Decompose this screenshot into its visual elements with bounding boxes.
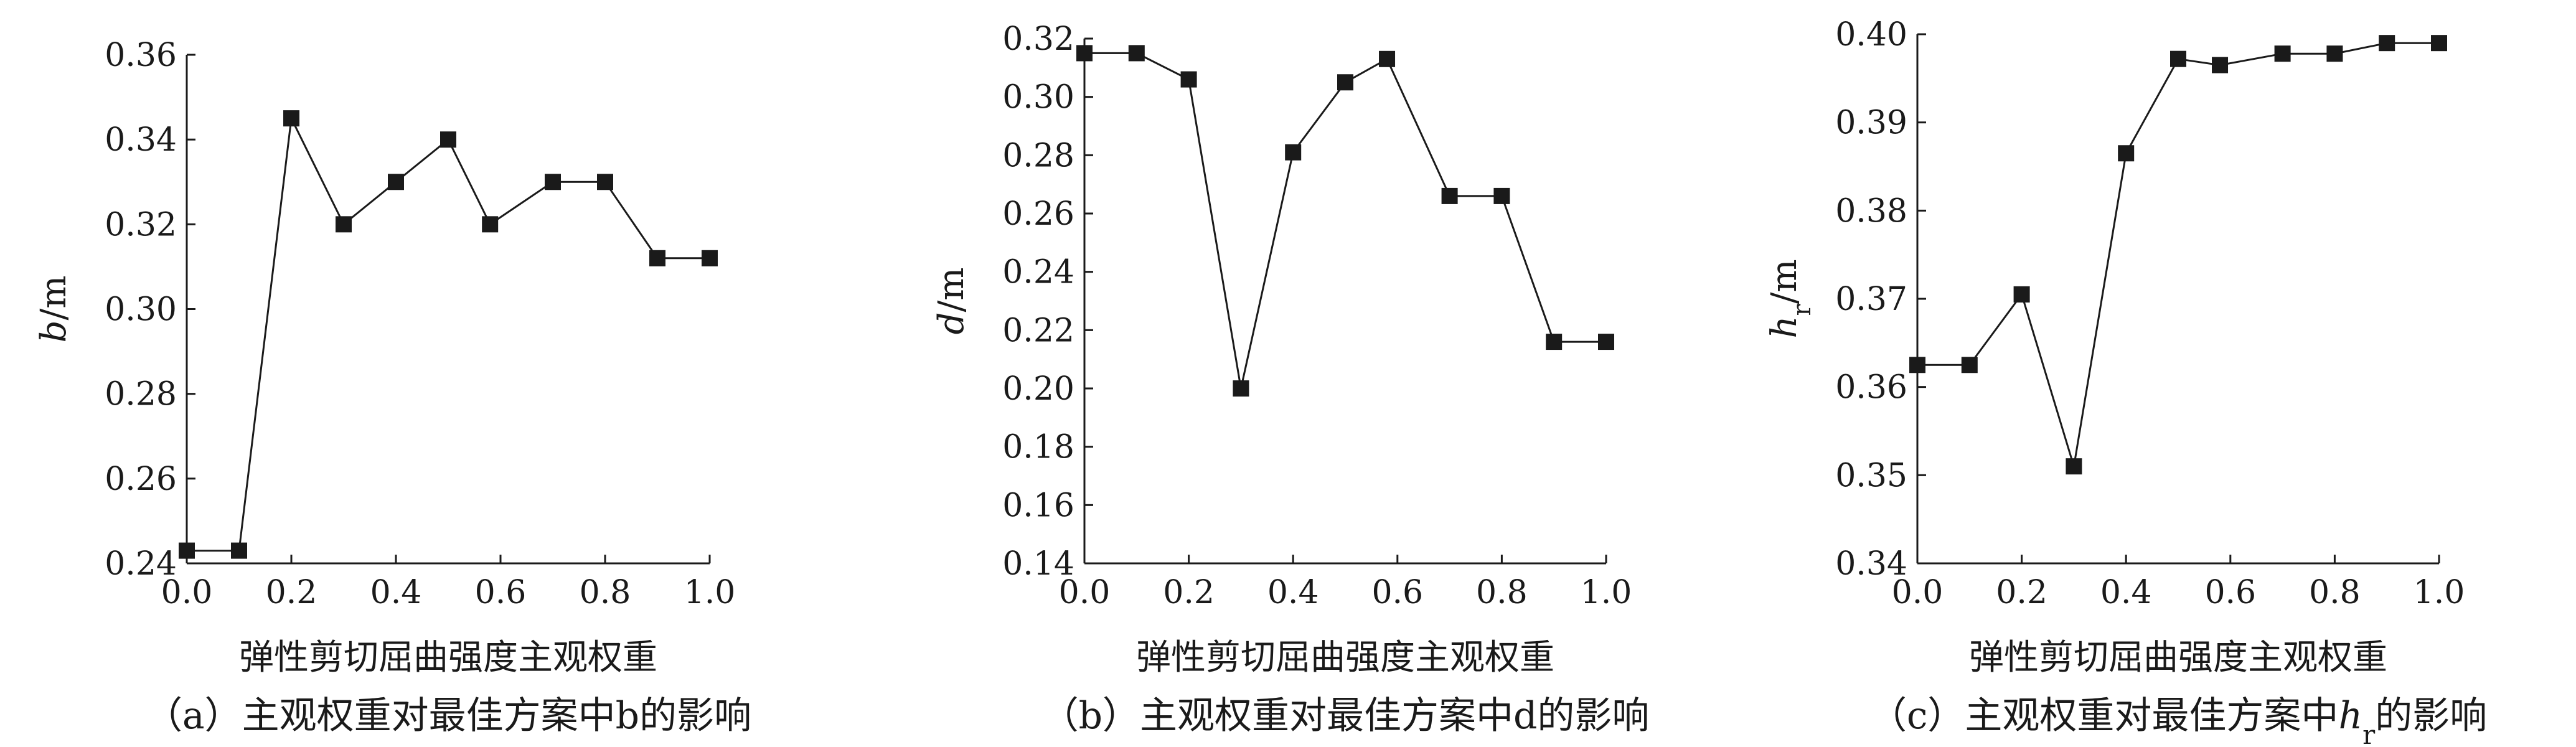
data-point [231,542,247,559]
x-tick-label: 0.0 [1892,574,1944,611]
data-point [2118,145,2135,162]
x-tick-label: 0.6 [2204,574,2256,611]
data-point [2013,286,2030,303]
x-tick-label: 0.2 [266,574,317,611]
data-point [2274,45,2291,62]
data-point [1379,50,1396,67]
axes-b: 0.14 0.16 0.18 0.20 0.22 0.24 0.26 0.28 0.30 0.32… [1002,21,1632,611]
series-line [187,115,710,552]
x-tick-label: 0.6 [1371,574,1423,611]
axes-a: 0.24 0.26 0.28 0.30 0.32 0.34 0.36 0.0 0.2 0.4 0.6… [105,37,735,611]
panel-b: 0.14 0.16 0.18 0.20 0.22 0.24 0.26 0.28 0.30 0.32… [931,21,1649,738]
data-point [2326,45,2343,62]
series-line [1917,42,2439,467]
data-point [545,174,561,190]
x-tick-label: 0.8 [1476,574,1528,611]
data-point [2431,35,2447,52]
y-tick-label: 0.24 [105,545,177,583]
x-axis-title-c: 弹性剪切屈曲强度主观权重 [1969,637,2387,678]
y-tick-label: 0.36 [105,37,177,74]
data-point [388,174,404,190]
y-tick-label: 0.38 [1835,192,1907,230]
y-tick-label: 0.20 [1002,370,1074,408]
data-point [1337,74,1353,91]
data-point [179,542,195,559]
x-tick-label: 0.6 [475,574,527,611]
panel-c: 0.34 0.35 0.36 0.37 0.38 0.39 0.40 0.0 0.2 0.4 0.6… [1764,16,2487,747]
y-tick-label: 0.35 [1835,457,1907,494]
y-tick-label: 0.18 [1002,429,1074,466]
data-point [440,131,456,148]
y-tick-label: 0.40 [1835,16,1907,54]
data-point [482,216,499,233]
data-point [1546,334,1563,350]
y-tick-label: 0.26 [105,461,177,498]
data-point [2170,50,2186,67]
y-tick-label: 0.39 [1835,105,1907,142]
x-tick-label: 0.2 [1996,574,2047,611]
y-tick-label: 0.34 [105,121,177,159]
y-tick-label: 0.37 [1835,281,1907,318]
y-tick-label: 0.30 [1002,79,1074,116]
data-point [597,174,613,190]
data-point [1441,187,1458,204]
y-tick-label: 0.36 [1835,369,1907,406]
x-tick-label: 0.4 [370,574,422,611]
x-tick-label: 1.0 [684,574,736,611]
y-tick-label: 0.16 [1002,487,1074,524]
y-axis-title-b: d/m [931,268,972,335]
x-tick-label: 0.8 [580,574,631,611]
y-tick-label: 0.28 [1002,137,1074,174]
x-tick-label: 0.4 [1267,574,1319,611]
data-point [2379,35,2395,52]
caption-b: （b）主观权重对最佳方案中d的影响 [1041,694,1650,738]
caption-a: （a）主观权重对最佳方案中b的影响 [145,694,751,738]
panel-a: 0.24 0.26 0.28 0.30 0.32 0.34 0.36 0.0 0.2 0.4 0.6… [34,37,751,738]
y-axis-title-c: hr/m [1764,259,1817,338]
data-point [2066,458,2082,475]
y-tick-label: 0.32 [1002,21,1074,58]
data-point [1909,357,1925,374]
x-axis-title-b: 弹性剪切屈曲强度主观权重 [1136,637,1554,678]
series-line [1084,52,1606,389]
x-tick-label: 1.0 [1581,574,1632,611]
data-point [1128,45,1145,62]
y-tick-label: 0.14 [1002,545,1074,583]
y-tick-label: 0.22 [1002,312,1074,349]
y-tick-label: 0.32 [105,206,177,243]
y-tick-label: 0.30 [105,291,177,329]
x-tick-label: 0.2 [1163,574,1215,611]
y-tick-label: 0.24 [1002,254,1074,291]
caption-c: （c）主观权重对最佳方案中hr的影响 [1869,694,2487,747]
data-point [1180,71,1197,88]
data-point [649,250,665,266]
y-tick-label: 0.28 [105,376,177,413]
x-tick-label: 0.4 [2100,574,2152,611]
x-tick-label: 1.0 [2414,574,2465,611]
data-point [1493,187,1510,204]
data-point [283,110,299,127]
y-tick-label: 0.34 [1835,545,1907,583]
data-point [1285,144,1302,161]
data-point [1961,357,1978,374]
x-tick-label: 0.0 [1059,574,1111,611]
x-axis-title-a: 弹性剪切屈曲强度主观权重 [239,637,657,678]
y-axis-title-a: b/m [34,276,74,343]
axes-c: 0.34 0.35 0.36 0.37 0.38 0.39 0.40 0.0 0.2 0.4 0.6… [1835,16,2465,611]
x-tick-label: 0.8 [2309,574,2361,611]
data-point [2212,57,2229,73]
data-point [1076,45,1093,62]
data-point [336,216,352,233]
data-point [702,250,718,266]
data-point [1233,380,1249,397]
x-tick-label: 0.0 [161,574,213,611]
data-point [1598,334,1614,350]
y-tick-label: 0.26 [1002,195,1074,233]
